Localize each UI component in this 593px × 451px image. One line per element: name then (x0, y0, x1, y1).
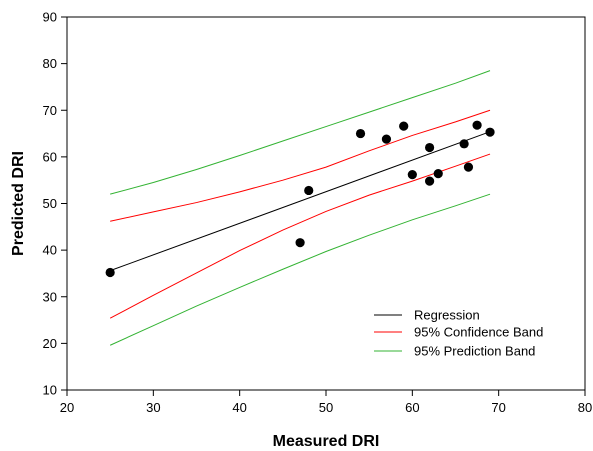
y-tick-label: 40 (43, 243, 57, 258)
x-axis: 20 30 40 50 60 70 80 (60, 390, 592, 415)
legend: Regression 95% Confidence Band 95% Predict… (374, 308, 543, 359)
data-point (381, 134, 392, 144)
y-tick-label: 80 (43, 56, 57, 71)
y-axis: 10 20 30 40 50 60 70 80 90 (43, 10, 67, 398)
confidence-band-upper-line (110, 109, 491, 222)
y-tick-label: 70 (43, 103, 57, 118)
data-point (425, 176, 435, 186)
x-axis-title: Measured DRI (273, 433, 380, 450)
y-tick-label: 60 (43, 149, 57, 164)
data-point (355, 128, 366, 139)
x-tick-label: 20 (60, 400, 74, 415)
y-tick-label: 20 (43, 336, 57, 351)
legend-label: Regression (414, 308, 480, 323)
data-point (295, 238, 305, 248)
x-tick-label: 60 (405, 400, 419, 415)
data-point (399, 121, 409, 131)
data-point (472, 120, 482, 130)
regression-line (109, 131, 491, 272)
y-tick-label: 90 (43, 10, 57, 25)
y-tick-label: 10 (43, 383, 57, 398)
y-tick-label: 30 (43, 289, 57, 304)
data-point (459, 139, 469, 149)
data-point (407, 169, 417, 180)
x-tick-label: 50 (319, 400, 333, 415)
x-tick-label: 40 (232, 400, 246, 415)
bands (109, 70, 491, 346)
x-tick-label: 80 (578, 400, 592, 415)
x-tick-label: 30 (146, 400, 160, 415)
legend-label: 95% Prediction Band (414, 344, 535, 359)
data-point (105, 267, 115, 278)
x-tick-label: 70 (491, 400, 505, 415)
data-point (463, 162, 474, 172)
legend-label: 95% Confidence Band (414, 325, 543, 340)
data-point (433, 169, 443, 179)
y-tick-label: 50 (43, 196, 57, 211)
data-point (485, 127, 495, 137)
points (105, 120, 495, 278)
prediction-band-upper-line (110, 70, 491, 195)
data-point (304, 185, 314, 196)
y-axis-title: Predicted DRI (10, 151, 27, 256)
data-point (425, 142, 435, 153)
regression (109, 131, 491, 272)
prediction-band-lower-line (109, 193, 491, 346)
